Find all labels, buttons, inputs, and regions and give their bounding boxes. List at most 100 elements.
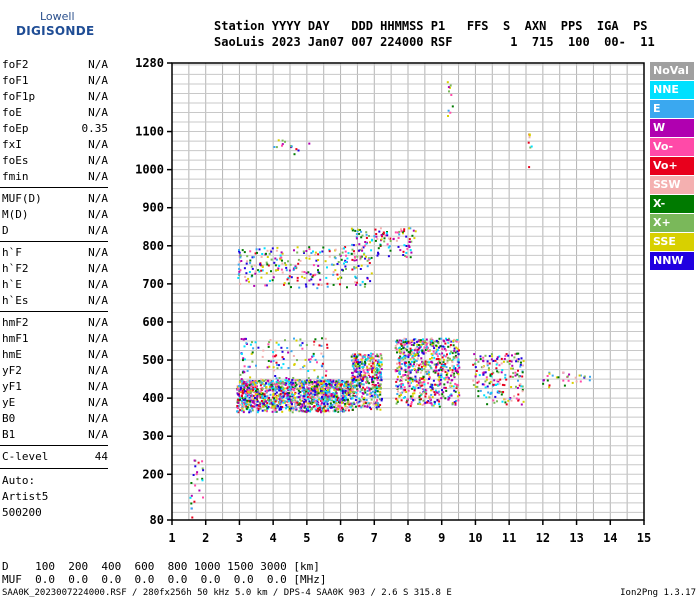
echo-point: [311, 388, 314, 391]
echo-point: [447, 378, 450, 381]
echo-point: [294, 386, 297, 389]
param-value: N/A: [88, 224, 108, 237]
echo-point: [272, 401, 275, 404]
echo-point: [355, 391, 358, 394]
echo-point: [284, 339, 286, 342]
echo-point: [377, 394, 380, 397]
echo-point: [326, 397, 329, 400]
echo-point: [318, 344, 321, 347]
echo-point: [315, 409, 318, 412]
echo-point: [330, 382, 333, 385]
echo-point: [430, 389, 433, 392]
echo-point: [241, 389, 244, 392]
echo-point: [404, 371, 407, 373]
echo-point: [369, 362, 372, 365]
echo-point: [248, 394, 251, 396]
echo-point: [322, 398, 325, 401]
echo-point: [313, 396, 315, 399]
echo-point: [399, 355, 402, 358]
echo-point: [506, 360, 509, 363]
echo-point: [271, 380, 274, 383]
echo-point: [196, 471, 199, 474]
echo-point: [496, 361, 499, 364]
param-row: hmF2 N/A: [2, 316, 108, 331]
echo-point: [514, 374, 517, 377]
echo-point: [281, 406, 284, 408]
echo-point: [363, 363, 366, 366]
echo-point: [430, 337, 433, 340]
echo-point: [312, 352, 315, 355]
echo-point: [413, 352, 416, 355]
echo-point: [343, 389, 346, 392]
echo-point: [314, 396, 317, 399]
echo-point: [311, 407, 313, 409]
echo-point: [367, 402, 370, 405]
echo-point: [272, 388, 275, 391]
echo-point: [326, 266, 328, 269]
echo-point: [281, 350, 284, 353]
echo-point: [246, 401, 249, 404]
echo-point: [275, 396, 278, 399]
echo-point: [325, 276, 328, 279]
echo-point: [351, 397, 354, 400]
echo-point: [273, 369, 276, 372]
echo-point: [268, 252, 271, 255]
echo-point: [438, 369, 440, 372]
echo-point: [447, 395, 450, 398]
echo-point: [288, 275, 291, 278]
echo-point: [487, 367, 490, 370]
echo-point: [242, 359, 244, 362]
echo-point: [249, 381, 252, 384]
echo-point: [250, 265, 253, 268]
echo-point: [264, 404, 267, 407]
echo-point: [362, 398, 365, 401]
echo-point: [361, 366, 364, 369]
echo-point: [357, 365, 360, 368]
echo-point: [277, 343, 280, 346]
echo-point: [279, 396, 282, 399]
echo-point: [504, 373, 507, 376]
echo-point: [344, 389, 347, 392]
echo-point: [449, 352, 451, 355]
echo-point: [497, 371, 500, 374]
echo-point: [366, 401, 369, 404]
echo-point: [271, 410, 274, 413]
echo-point: [337, 405, 340, 408]
echo-point: [448, 339, 451, 342]
echo-point: [291, 393, 294, 396]
param-value: N/A: [88, 246, 108, 259]
echo-point: [414, 365, 417, 368]
echo-point: [382, 231, 385, 234]
echo-point: [518, 375, 521, 378]
echo-point: [407, 341, 410, 344]
echo-point: [283, 401, 286, 404]
echo-point: [250, 410, 252, 413]
echo-point: [324, 391, 327, 394]
echo-point: [312, 399, 315, 402]
echo-point: [451, 361, 454, 363]
echo-point: [282, 363, 285, 366]
echo-point: [241, 395, 243, 398]
echo-point: [498, 390, 501, 393]
echo-point: [423, 346, 426, 349]
echo-point: [323, 390, 326, 393]
echo-point: [276, 363, 279, 366]
echo-point: [406, 345, 409, 348]
echo-point: [407, 356, 410, 359]
echo-point: [350, 406, 353, 409]
echo-point: [515, 360, 518, 363]
echo-point: [562, 379, 565, 382]
echo-point: [197, 461, 200, 464]
echo-point: [322, 246, 325, 249]
echo-point: [405, 355, 408, 358]
echo-point: [305, 285, 308, 288]
echo-point: [438, 337, 441, 340]
echo-point: [339, 276, 342, 279]
echo-point: [359, 255, 362, 258]
echo-point: [403, 228, 406, 231]
echo-point: [295, 403, 297, 406]
echo-point: [365, 237, 368, 239]
echo-point: [282, 381, 284, 384]
echo-point: [261, 409, 264, 412]
echo-point: [274, 389, 277, 392]
